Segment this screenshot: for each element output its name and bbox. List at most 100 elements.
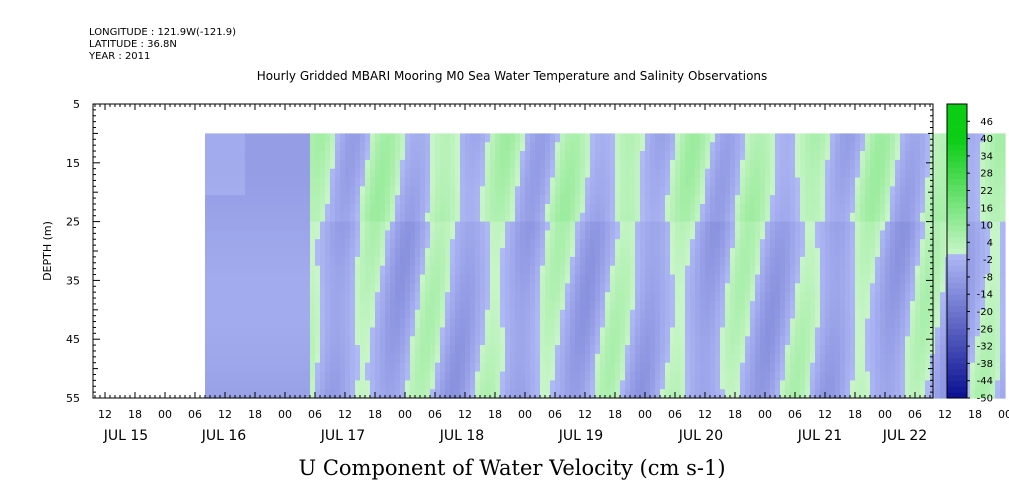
heat-cell	[805, 292, 811, 302]
heat-cell	[375, 159, 381, 170]
heat-cell	[580, 362, 586, 373]
heat-cell	[875, 248, 881, 258]
heat-cell	[310, 327, 316, 337]
heat-cell	[345, 371, 351, 381]
heat-cell	[230, 256, 236, 267]
heat-cell	[750, 177, 756, 187]
heat-cell	[985, 177, 991, 187]
heat-cell	[855, 380, 861, 390]
heat-cell	[280, 195, 286, 205]
heat-cell	[890, 371, 896, 381]
heat-cell	[545, 292, 551, 302]
heat-cell	[215, 274, 221, 284]
heat-cell	[490, 353, 496, 364]
heat-cell	[800, 336, 806, 346]
heat-cell	[975, 186, 981, 196]
heat-cell	[515, 133, 521, 143]
heat-cell	[295, 274, 301, 284]
heat-cell	[305, 283, 311, 293]
heat-cell	[685, 265, 691, 276]
heat-cell	[750, 230, 756, 240]
heat-cell	[870, 186, 876, 196]
heat-cell	[465, 177, 471, 187]
heat-cell	[900, 336, 906, 346]
heat-cell	[325, 327, 331, 337]
heat-cell	[835, 256, 841, 267]
heat-cell	[505, 309, 511, 320]
heat-cell	[425, 327, 431, 337]
heat-cell	[350, 274, 356, 284]
heat-cell	[980, 301, 986, 311]
heat-cell	[660, 168, 666, 179]
heat-cell	[765, 345, 771, 355]
heat-cell	[630, 204, 636, 214]
heat-cell	[570, 151, 576, 161]
heat-cell	[515, 248, 521, 258]
heat-cell	[540, 327, 546, 337]
heat-cell	[840, 142, 846, 152]
heat-cell	[920, 353, 926, 364]
heat-cell	[865, 133, 871, 143]
heat-cell	[905, 309, 911, 320]
heat-cell	[690, 256, 696, 267]
heat-cell	[840, 151, 846, 161]
heat-cell	[725, 380, 731, 390]
heat-cell	[430, 186, 436, 196]
heat-cell	[400, 168, 406, 179]
heat-cell	[400, 380, 406, 390]
heat-cell	[655, 142, 661, 152]
heat-cell	[610, 362, 616, 373]
heat-cell	[290, 345, 296, 355]
heat-cell	[515, 327, 521, 337]
heat-cell	[370, 159, 376, 170]
heat-cell	[940, 248, 946, 258]
heat-cell	[645, 248, 651, 258]
heat-cell	[330, 230, 336, 240]
heat-cell	[460, 239, 466, 249]
heat-cell	[840, 159, 846, 170]
heat-cell	[470, 318, 476, 328]
heat-cell	[395, 256, 401, 267]
heat-cell	[380, 389, 386, 399]
heat-cell	[460, 212, 466, 223]
heat-cell	[315, 318, 321, 328]
heat-cell	[320, 256, 326, 267]
heat-cell	[620, 204, 626, 214]
heat-cell	[870, 168, 876, 179]
heat-cell	[490, 204, 496, 214]
heat-cell	[515, 345, 521, 355]
heat-cell	[605, 168, 611, 179]
heat-cell	[225, 159, 231, 170]
heat-cell	[580, 151, 586, 161]
heat-cell	[710, 362, 716, 373]
heat-cell	[800, 327, 806, 337]
heat-cell	[450, 239, 456, 249]
heat-cell	[335, 292, 341, 302]
heat-cell	[380, 212, 386, 223]
heat-cell	[585, 212, 591, 223]
heat-cell	[390, 159, 396, 170]
heat-cell	[545, 168, 551, 179]
heat-cell	[540, 133, 546, 143]
heat-cell	[625, 168, 631, 179]
heat-cell	[485, 292, 491, 302]
heat-cell	[740, 327, 746, 337]
heat-cell	[780, 230, 786, 240]
heat-cell	[310, 248, 316, 258]
heat-cell	[595, 168, 601, 179]
heat-cell	[665, 256, 671, 267]
heat-cell	[735, 212, 741, 223]
heat-cell	[720, 353, 726, 364]
heat-cell	[835, 186, 841, 196]
heat-cell	[595, 318, 601, 328]
heat-cell	[855, 142, 861, 152]
heat-cell	[515, 336, 521, 346]
heat-cell	[785, 212, 791, 223]
heat-cell	[590, 212, 596, 223]
heat-cell	[325, 142, 331, 152]
heat-cell	[745, 239, 751, 249]
heat-cell	[595, 159, 601, 170]
heat-cell	[995, 301, 1001, 311]
heat-cell	[405, 309, 411, 320]
heat-cell	[400, 309, 406, 320]
